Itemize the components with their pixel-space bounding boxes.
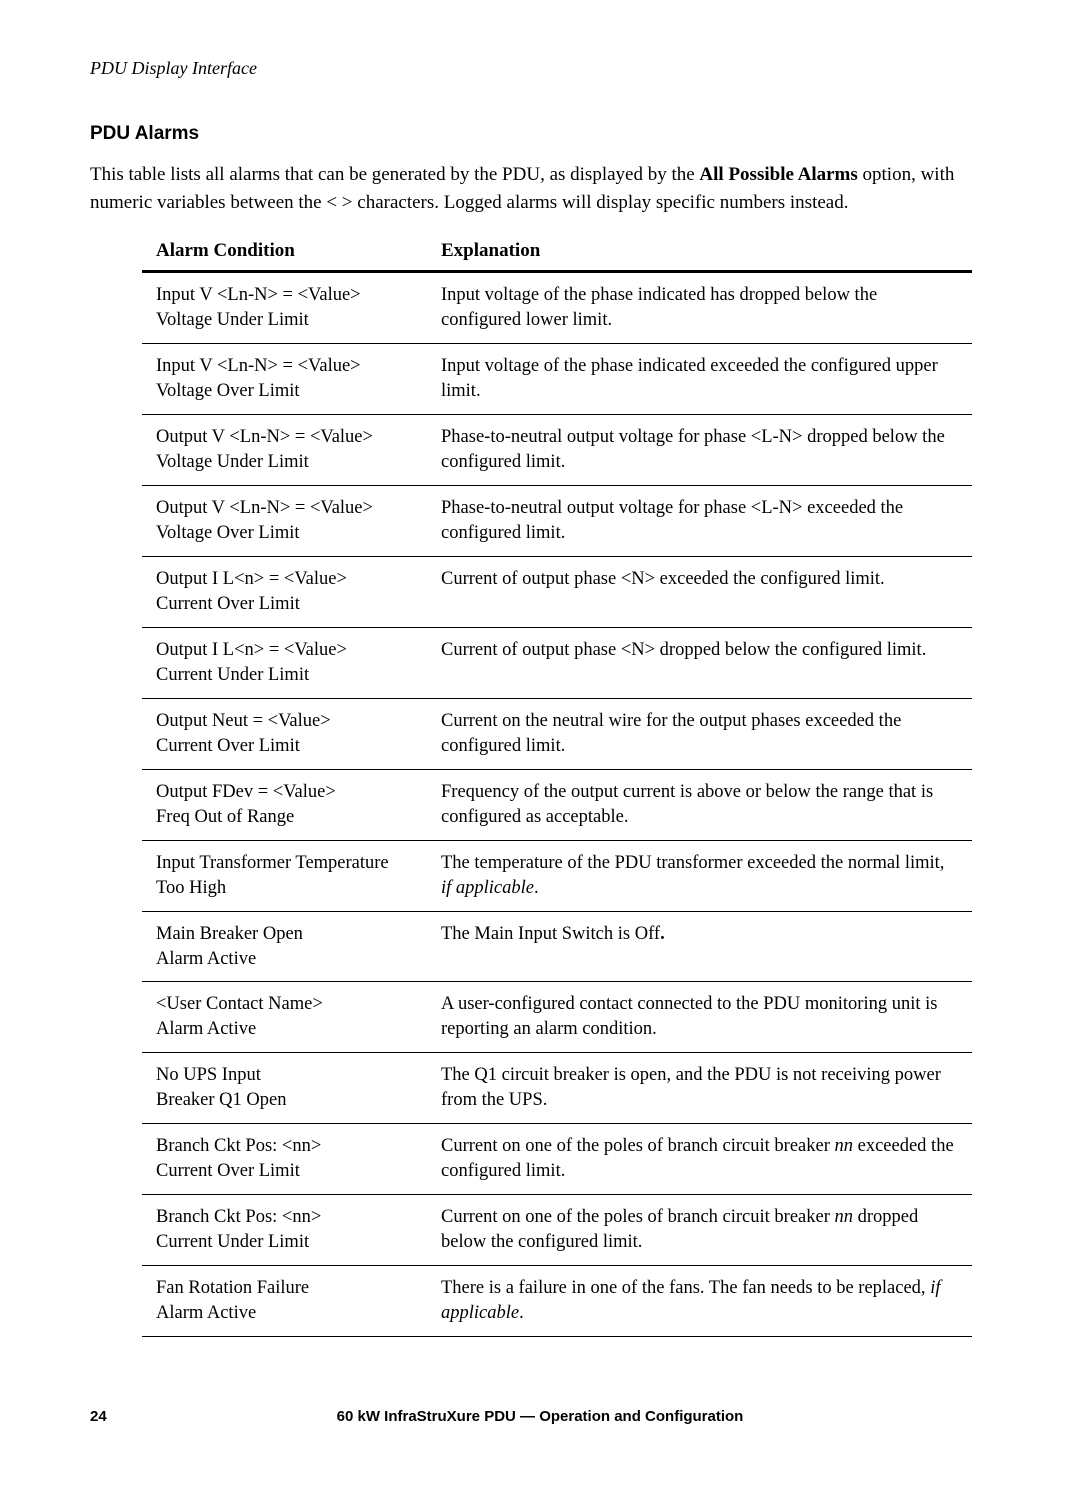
cell-condition: Branch Ckt Pos: <nn> Current Under Limit (142, 1195, 427, 1266)
cell-explanation: Current on one of the poles of branch ci… (427, 1124, 972, 1195)
intro-bold: All Possible Alarms (699, 164, 857, 185)
cond-line1: <User Contact Name> (156, 994, 323, 1014)
cond-line2: Voltage Over Limit (156, 523, 300, 543)
cell-condition: Output FDev = <Value> Freq Out of Range (142, 769, 427, 840)
cond-line2: Too High (156, 878, 226, 898)
exp-it: nn (835, 1136, 854, 1156)
table-row: Fan Rotation Failure Alarm Active There i… (142, 1266, 972, 1337)
table-row: Branch Ckt Pos: <nn> Current Over Limit C… (142, 1124, 972, 1195)
exp-a: Current on one of the poles of branch ci… (441, 1207, 835, 1227)
cell-condition: Input V <Ln-N> = <Value> Voltage Under Li… (142, 272, 427, 344)
cond-line2: Voltage Under Limit (156, 310, 309, 330)
cell-explanation: A user-configured contact connected to t… (427, 982, 972, 1053)
exp-bold: . (660, 924, 665, 944)
cond-line1: Branch Ckt Pos: <nn> (156, 1136, 321, 1156)
cell-condition: Main Breaker Open Alarm Active (142, 911, 427, 982)
cond-line2: Current Under Limit (156, 665, 309, 685)
cond-line2: Alarm Active (156, 1303, 256, 1323)
cell-condition: Input Transformer Temperature Too High (142, 840, 427, 911)
cond-line2: Voltage Over Limit (156, 381, 300, 401)
cond-line1: Input Transformer Temperature (156, 853, 389, 873)
alarms-table: Alarm Condition Explanation Input V <Ln-… (142, 234, 972, 1337)
cond-line1: Input V <Ln-N> = <Value> (156, 285, 361, 305)
exp-a: The temperature of the PDU transformer e… (441, 853, 944, 873)
table-row: Output Neut = <Value>Current Over Limit … (142, 698, 972, 769)
table-row: <User Contact Name> Alarm Active A user-c… (142, 982, 972, 1053)
table-row: Output I L<n> = <Value> Current Over Limi… (142, 556, 972, 627)
cond-line2: Current Over Limit (156, 736, 300, 756)
cell-explanation: Input voltage of the phase indicated has… (427, 272, 972, 344)
cell-explanation: There is a failure in one of the fans. T… (427, 1266, 972, 1337)
table-row: Input V <Ln-N> = <Value> Voltage Under Li… (142, 272, 972, 344)
cell-explanation: Input voltage of the phase indicated exc… (427, 344, 972, 415)
cond-line1: Fan Rotation Failure (156, 1278, 309, 1298)
table-row: Input V <Ln-N> = <Value> Voltage Over Lim… (142, 344, 972, 415)
cell-condition: Output I L<n> = <Value> Current Under Lim… (142, 627, 427, 698)
cond-line1: No UPS Input (156, 1065, 261, 1085)
cell-condition: Fan Rotation Failure Alarm Active (142, 1266, 427, 1337)
cond-line2: Voltage Under Limit (156, 452, 309, 472)
cell-explanation: Current on one of the poles of branch ci… (427, 1195, 972, 1266)
exp-b: . (534, 878, 539, 898)
cell-condition: No UPS Input Breaker Q1 Open (142, 1053, 427, 1124)
cond-line1: Output V <Ln-N> = <Value> (156, 498, 373, 518)
intro-text-1: This table lists all alarms that can be … (90, 164, 699, 185)
cond-line1: Branch Ckt Pos: <nn> (156, 1207, 321, 1227)
cell-explanation: Phase-to-neutral output voltage for phas… (427, 414, 972, 485)
table-row: Output V <Ln-N> = <Value> Voltage Under L… (142, 414, 972, 485)
cell-condition: <User Contact Name> Alarm Active (142, 982, 427, 1053)
cell-condition: Output I L<n> = <Value> Current Over Limi… (142, 556, 427, 627)
intro-paragraph: This table lists all alarms that can be … (90, 161, 990, 216)
table-row: Output I L<n> = <Value> Current Under Lim… (142, 627, 972, 698)
cond-line2: Alarm Active (156, 949, 256, 969)
cond-line2: Breaker Q1 Open (156, 1090, 286, 1110)
table-row: Output V <Ln-N> = <Value> Voltage Over Li… (142, 485, 972, 556)
cond-line2: Alarm Active (156, 1019, 256, 1039)
cell-condition: Branch Ckt Pos: <nn> Current Over Limit (142, 1124, 427, 1195)
exp-it: if applicable (441, 878, 534, 898)
footer-title: 60 kW InfraStruXure PDU — Operation and … (337, 1408, 744, 1425)
page-footer: 24 60 kW InfraStruXure PDU — Operation a… (90, 1408, 990, 1425)
cond-line1: Main Breaker Open (156, 924, 303, 944)
table-row: Branch Ckt Pos: <nn>Current Under Limit … (142, 1195, 972, 1266)
page-number: 24 (90, 1408, 107, 1425)
cond-line1: Input V <Ln-N> = <Value> (156, 356, 361, 376)
cell-explanation: Current of output phase <N> exceeded the… (427, 556, 972, 627)
header-explanation: Explanation (427, 234, 972, 272)
exp-a: There is a failure in one of the fans. T… (441, 1278, 930, 1298)
cond-line1: Output V <Ln-N> = <Value> (156, 427, 373, 447)
cond-line1: Output Neut = <Value> (156, 711, 331, 731)
exp-b: . (519, 1303, 524, 1323)
cell-explanation: The temperature of the PDU transformer e… (427, 840, 972, 911)
cell-condition: Input V <Ln-N> = <Value> Voltage Over Lim… (142, 344, 427, 415)
table-row: Output FDev = <Value> Freq Out of Range F… (142, 769, 972, 840)
table-row: No UPS Input Breaker Q1 Open The Q1 circu… (142, 1053, 972, 1124)
table-header-row: Alarm Condition Explanation (142, 234, 972, 272)
cond-line2: Current Under Limit (156, 1232, 309, 1252)
header-alarm-condition: Alarm Condition (142, 234, 427, 272)
cell-explanation: Current on the neutral wire for the outp… (427, 698, 972, 769)
table-row: Input Transformer Temperature Too High Th… (142, 840, 972, 911)
cond-line2: Freq Out of Range (156, 807, 294, 827)
cond-line2: Current Over Limit (156, 1161, 300, 1181)
cell-explanation: The Q1 circuit breaker is open, and the … (427, 1053, 972, 1124)
section-title: PDU Alarms (90, 123, 990, 145)
exp-a: Current on one of the poles of branch ci… (441, 1136, 835, 1156)
exp-a: The Main Input Switch is Off (441, 924, 660, 944)
cell-condition: Output V <Ln-N> = <Value> Voltage Under L… (142, 414, 427, 485)
cond-line1: Output FDev = <Value> (156, 782, 336, 802)
cell-explanation: Current of output phase <N> dropped belo… (427, 627, 972, 698)
exp-it: nn (835, 1207, 854, 1227)
page-header: PDU Display Interface (90, 58, 990, 79)
cell-explanation: The Main Input Switch is Off. (427, 911, 972, 982)
cell-explanation: Phase-to-neutral output voltage for phas… (427, 485, 972, 556)
cond-line1: Output I L<n> = <Value> (156, 640, 347, 660)
cond-line1: Output I L<n> = <Value> (156, 569, 347, 589)
cell-condition: Output V <Ln-N> = <Value> Voltage Over Li… (142, 485, 427, 556)
cell-explanation: Frequency of the output current is above… (427, 769, 972, 840)
cond-line2: Current Over Limit (156, 594, 300, 614)
table-row: Main Breaker Open Alarm Active The Main I… (142, 911, 972, 982)
cell-condition: Output Neut = <Value> Current Over Limit (142, 698, 427, 769)
